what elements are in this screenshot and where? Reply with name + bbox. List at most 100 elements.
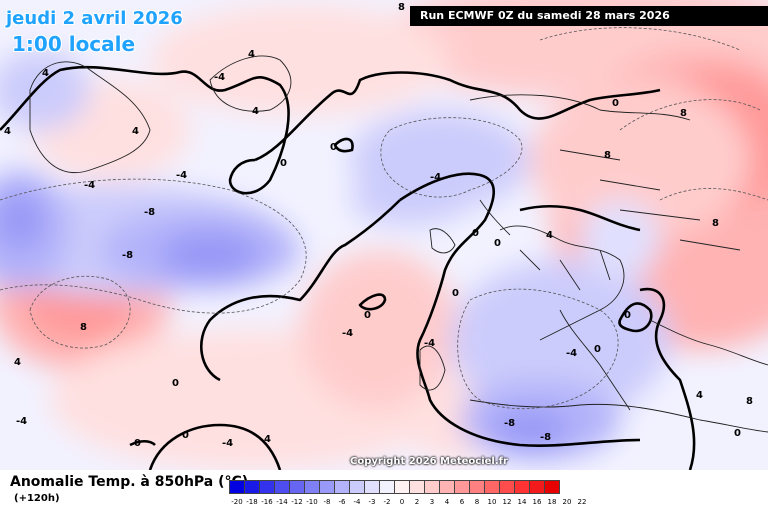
scale-tick-label: -2 [383,498,391,506]
contour-label: 8 [398,2,405,13]
contour-label: -4 [342,328,353,339]
map-svg: 8 4 -4 4 4 4 0 0 0 -4 -4 -8 8 -8 4 -4 -4… [0,0,768,470]
contour-label: 0 [494,238,501,249]
anomaly-map: 8 4 -4 4 4 4 0 0 0 -4 -4 -8 8 -8 4 -4 -4… [0,0,768,470]
contour-label: 8 [80,322,87,333]
contour-label: 8 [604,150,611,161]
contour-label: 4 [696,390,703,401]
scale-color-swatch [259,480,275,494]
scale-tick-label: 4 [444,498,450,506]
scale-tick-label: 3 [429,498,435,506]
contour-label: 0 [280,158,287,169]
scale-tick-label: -16 [261,498,273,506]
contour-label: 0 [330,142,337,153]
scale-tick-label: 18 [547,498,557,506]
contour-label: -4 [84,180,95,191]
scale-tick-label: 12 [502,498,512,506]
scale-tick-label: 8 [474,498,480,506]
scale-color-swatch [244,480,260,494]
contour-label: 4 [248,49,255,60]
scale-color-swatch [349,480,365,494]
scale-color-swatch [514,480,530,494]
contour-label: -8 [122,250,133,261]
contour-label: -8 [540,432,551,443]
scale-tick-label: -3 [368,498,376,506]
scale-tick-label: 22 [577,498,587,506]
contour-labels: 8 4 -4 4 4 4 0 0 0 -4 -4 -8 8 -8 4 -4 -4… [4,2,753,449]
scale-tick-label: 20 [562,498,572,506]
contour-label: 0 [452,288,459,299]
scale-color-swatch [409,480,425,494]
contour-label: -4 [214,72,225,83]
contour-label: 4 [42,68,49,79]
contour-label: -4 [566,348,577,359]
scale-color-swatch [319,480,335,494]
contour-label: 4 [546,230,553,241]
scale-tick-label: -18 [246,498,258,506]
contour-label: -8 [504,418,515,429]
warm-contours [29,27,768,349]
contour-label: 0 [594,344,601,355]
contour-label: -4 [16,416,27,427]
run-info-banner: Run ECMWF 0Z du samedi 28 mars 2026 [410,6,768,26]
contour-label: 4 [4,126,11,137]
forecast-date: jeudi 2 avril 2026 [6,8,183,29]
scale-tick-label: -14 [276,498,288,506]
contour-label: -4 [424,338,435,349]
scale-color-swatch [454,480,470,494]
contour-label: 8 [712,218,719,229]
scale-tick-label: 14 [517,498,527,506]
scale-tick-label: -10 [306,498,318,506]
contour-label: 0 [472,228,479,239]
scale-tick-label: 6 [459,498,465,506]
scale-color-swatch [394,480,410,494]
contour-label: 0 [624,310,631,321]
contour-label: 0 [734,428,741,439]
scale-color-swatch [469,480,485,494]
contour-label: 4 [132,126,139,137]
forecast-local-time: 1:00 locale [12,32,136,56]
scale-color-swatch [289,480,305,494]
contour-label: 0 [172,378,179,389]
contour-label: 0 [134,438,141,449]
contour-label: -4 [430,172,441,183]
cool-contours [0,117,619,410]
scale-tick-label: 0 [399,498,405,506]
color-scale: -20 -18 -16 -14 -12 -10 -8 -6 -4 -3 -2 0 2 3 4 6 8 10 12 14… [229,480,586,510]
scale-color-swatch [304,480,320,494]
copyright-notice: Copyright 2026 Meteociel.fr [350,456,508,467]
scale-tick-label: 10 [487,498,497,506]
scale-color-swatch [364,480,380,494]
scale-tick-label: -8 [323,498,331,506]
scale-color-swatch [439,480,455,494]
scale-tick-label: 16 [532,498,542,506]
contour-label: 0 [364,310,371,321]
scale-color-swatch [229,480,245,494]
anomaly-field [0,0,768,470]
contour-label: 8 [680,108,687,119]
scale-color-swatch [529,480,545,494]
scale-color-swatch [484,480,500,494]
coastlines [29,55,768,433]
contour-label: -4 [176,170,187,181]
zero-contours [0,65,696,470]
scale-color-swatch [274,480,290,494]
scale-tick-label: -12 [291,498,303,506]
scale-color-swatch [499,480,515,494]
contour-label: 4 [14,357,21,368]
legend-lead-time: (+120h) [14,493,60,504]
scale-tick-label: -6 [338,498,346,506]
contour-label: 0 [182,430,189,441]
contour-label: -4 [222,438,233,449]
contour-label: 8 [746,396,753,407]
contour-label: 4 [252,106,259,117]
legend-title: Anomalie Temp. à 850hPa (°C) [10,474,249,490]
scale-tick-label: -4 [353,498,361,506]
scale-color-swatch [334,480,350,494]
scale-tick-label: -20 [231,498,243,506]
contour-label: -8 [144,207,155,218]
scale-color-swatch [544,480,560,494]
scale-color-swatch [424,480,440,494]
contour-label: 0 [612,98,619,109]
contour-label: 4 [264,434,271,445]
